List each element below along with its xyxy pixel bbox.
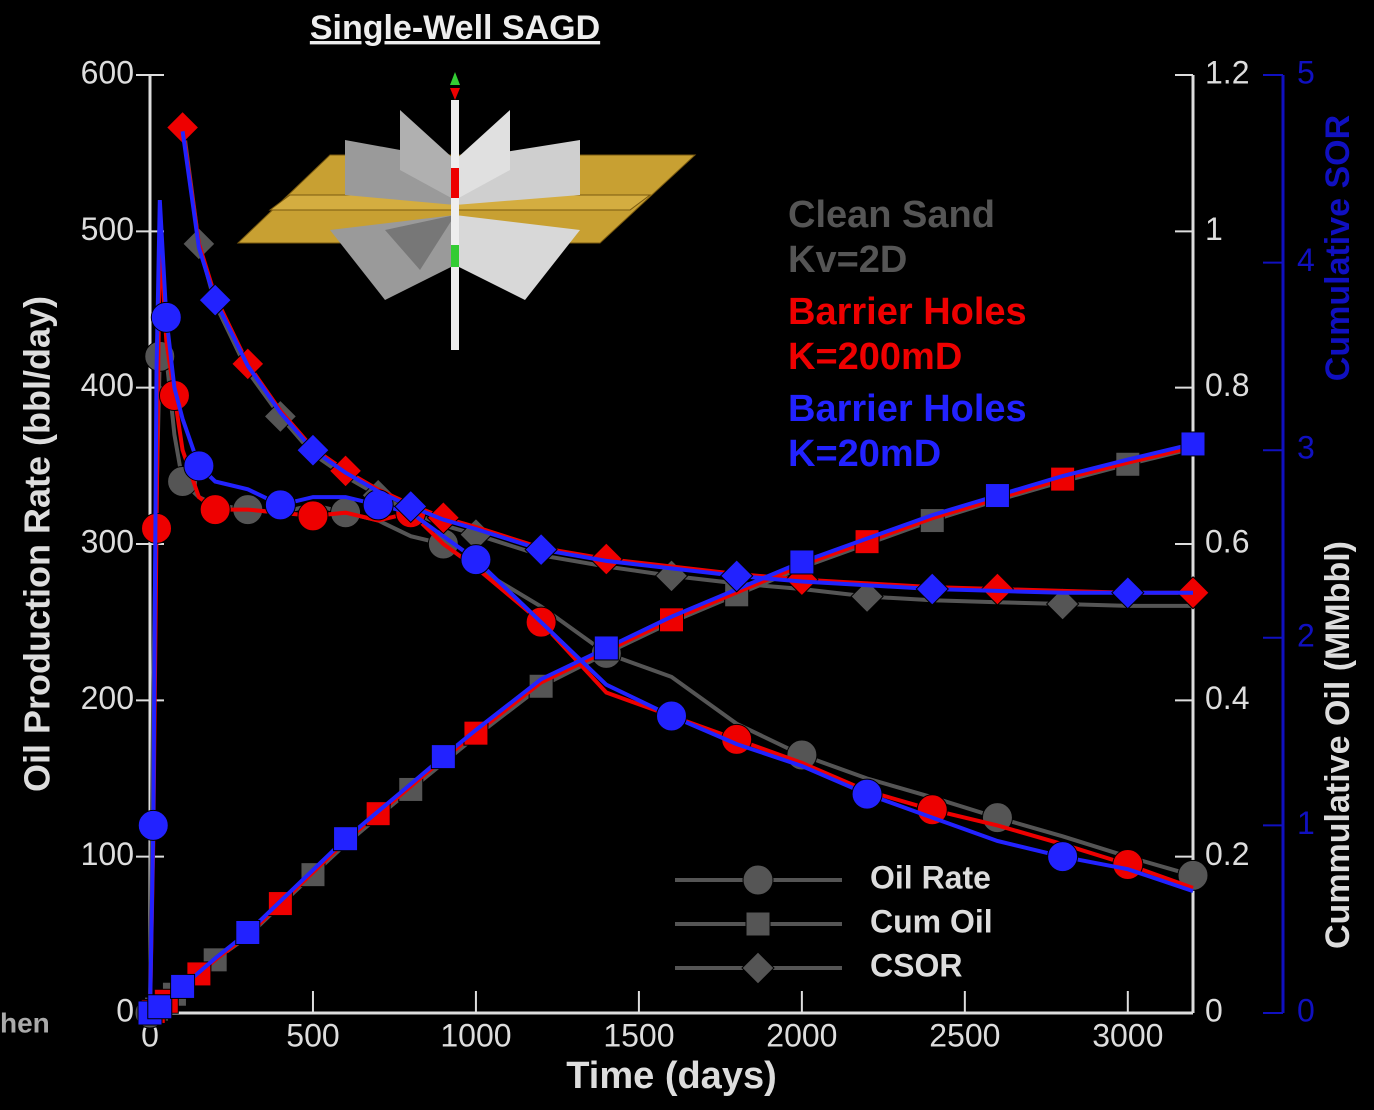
x-tick-label: 1000 [440, 1017, 511, 1053]
y-tick-label: 600 [81, 54, 134, 90]
y-tick-label: 0 [116, 992, 134, 1028]
marker-square [1181, 432, 1205, 456]
y2-axis-title: Cummulative Oil (MMbbl) [1319, 541, 1357, 949]
marker-circle [461, 545, 491, 575]
y2-tick-label: 0 [1205, 992, 1223, 1028]
y2-tick-label: 0.8 [1205, 367, 1249, 403]
marker-square [594, 636, 618, 660]
marker-square [334, 827, 358, 851]
marker-square [985, 484, 1009, 508]
y3-tick-label: 2 [1297, 617, 1315, 653]
legend-marker [746, 912, 770, 936]
watermark: hen [0, 1007, 50, 1038]
marker-square [171, 974, 195, 998]
x-tick-label: 3000 [1092, 1017, 1163, 1053]
case-label: K=200mD [788, 336, 962, 378]
marker-circle [265, 490, 295, 520]
chart: hen Single-Well SAGD 0500100015002000250… [0, 0, 1374, 1110]
y-axis-title: Oil Production Rate (bbl/day) [17, 296, 58, 792]
marker-circle [298, 501, 328, 531]
y3-tick-label: 3 [1297, 430, 1315, 466]
y2-tick-label: 1.2 [1205, 54, 1249, 90]
case-label: Barrier Holes [788, 291, 1027, 333]
y-tick-label: 500 [81, 211, 134, 247]
y-tick-label: 400 [81, 367, 134, 403]
page: {"watermark": "hen", "chart_data": { "ty… [0, 0, 1374, 1110]
y2-tick-label: 1 [1205, 211, 1223, 247]
marker-circle [1113, 849, 1143, 879]
marker-circle [184, 451, 214, 481]
marker-circle [852, 779, 882, 809]
legend-label: Cum Oil [870, 903, 993, 939]
y3-tick-label: 1 [1297, 805, 1315, 841]
case-label: Clean Sand [788, 194, 995, 236]
x-tick-label: 2000 [766, 1017, 837, 1053]
marker-square [790, 550, 814, 574]
marker-circle [151, 302, 181, 332]
legend-marker [743, 865, 773, 895]
marker-square [148, 995, 172, 1019]
case-label: Barrier Holes [788, 388, 1027, 430]
x-axis-title: Time (days) [566, 1055, 776, 1097]
y3-axis-title: Cumulative SOR [1319, 115, 1357, 381]
legend-label: Oil Rate [870, 859, 991, 895]
y-tick-label: 200 [81, 680, 134, 716]
marker-circle [1048, 842, 1078, 872]
marker-square [236, 920, 260, 944]
y2-tick-label: 0.6 [1205, 523, 1249, 559]
y3-tick-label: 4 [1297, 242, 1315, 278]
case-label: Kv=2D [788, 239, 907, 281]
marker-circle [657, 701, 687, 731]
y3-tick-label: 0 [1297, 992, 1315, 1028]
y2-tick-label: 0.4 [1205, 680, 1249, 716]
x-tick-label: 2500 [929, 1017, 1000, 1053]
case-label: K=20mD [788, 433, 941, 475]
y3-tick-label: 5 [1297, 54, 1315, 90]
background [0, 0, 1374, 1110]
x-tick-label: 500 [286, 1017, 339, 1053]
y-tick-label: 300 [81, 523, 134, 559]
legend-label: CSOR [870, 947, 962, 983]
chart-title: Single-Well SAGD [310, 9, 600, 47]
marker-circle [200, 495, 230, 525]
y2-tick-label: 0.2 [1205, 836, 1249, 872]
marker-circle [138, 810, 168, 840]
y-tick-label: 100 [81, 836, 134, 872]
marker-square [431, 745, 455, 769]
x-tick-label: 1500 [603, 1017, 674, 1053]
